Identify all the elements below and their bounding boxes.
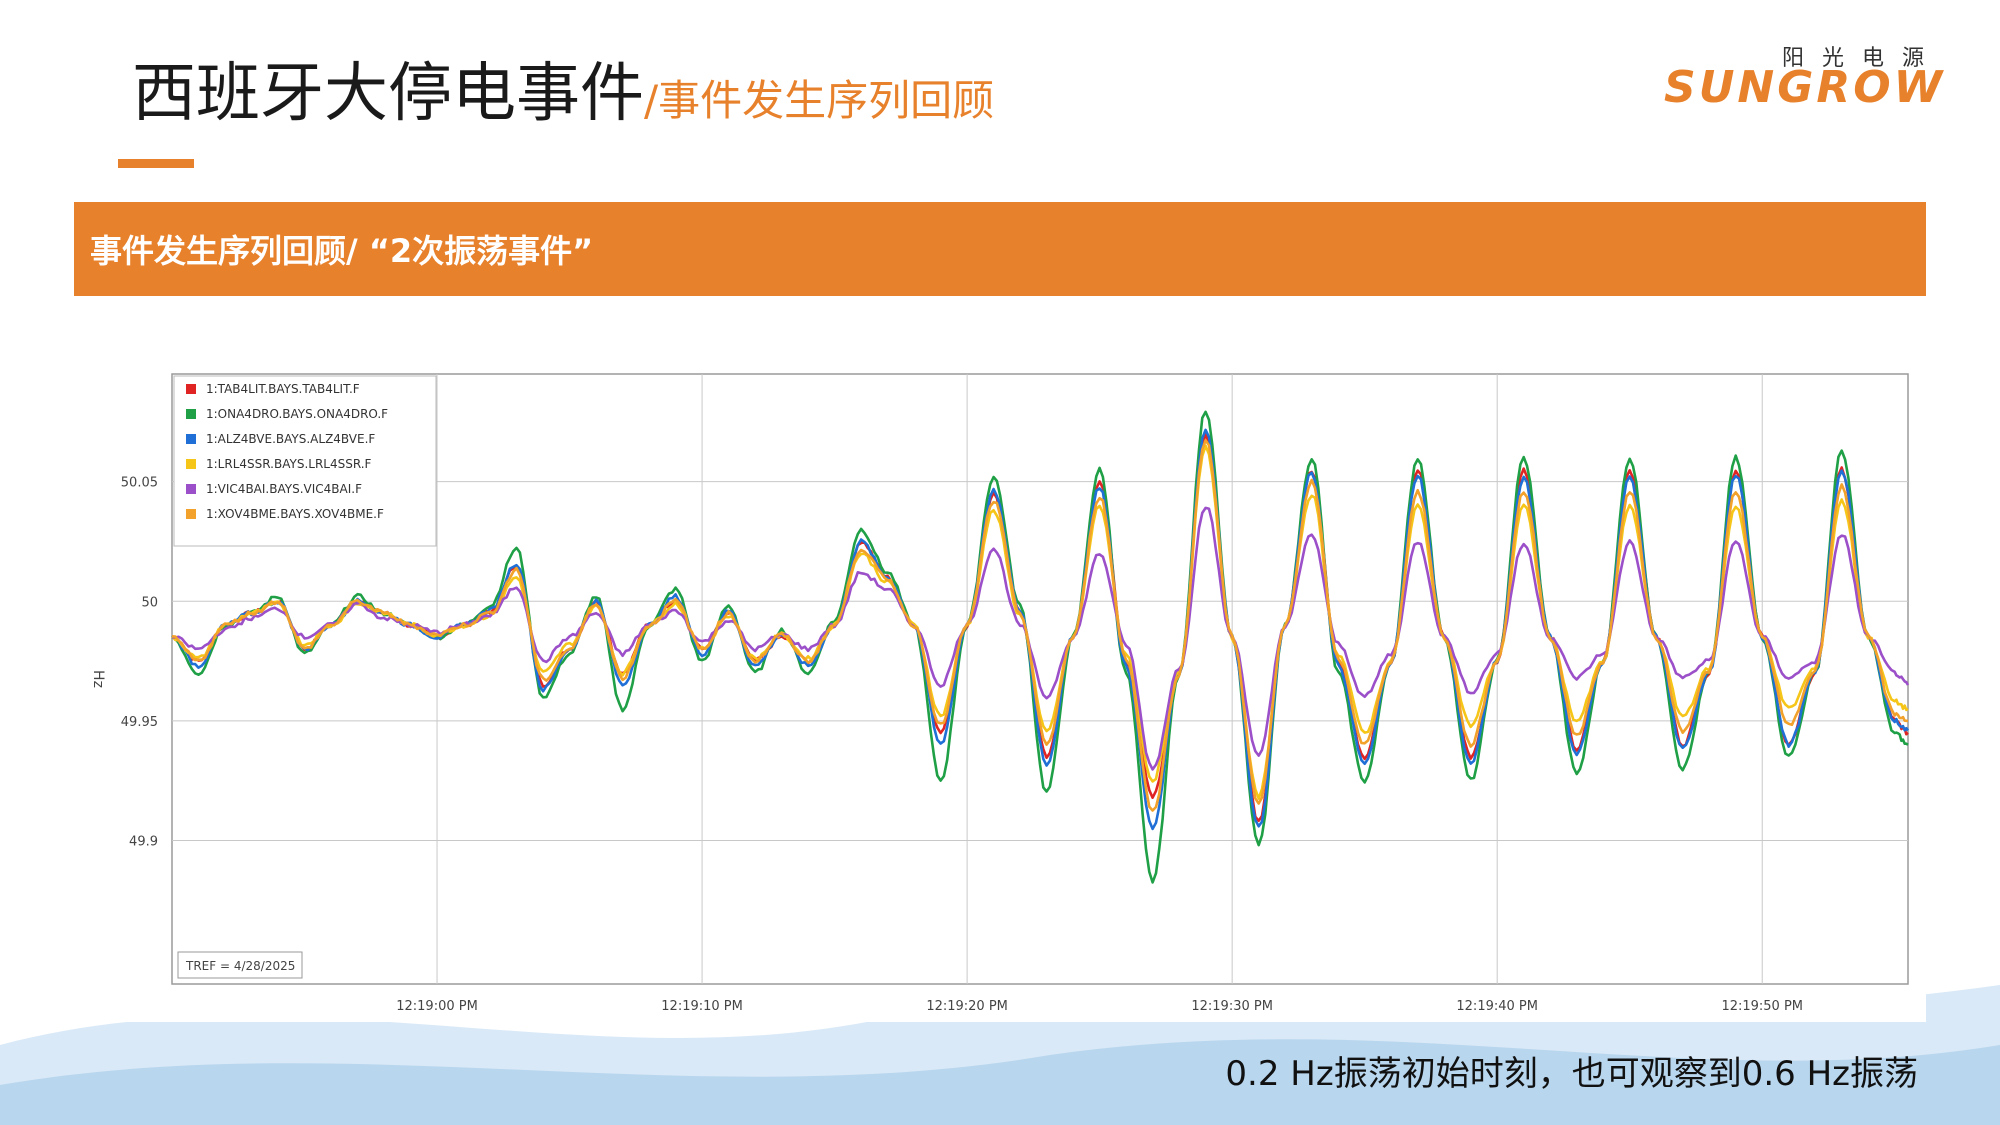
legend-swatch	[186, 509, 196, 519]
x-tick-label: 12:19:40 PM	[1456, 999, 1538, 1014]
legend-label: 1:LRL4SSR.BAYS.LRL4SSR.F	[206, 457, 372, 471]
y-tick-label: 50	[141, 595, 158, 610]
frequency-chart: 49.9 49.95 50 50.05 12:19:00 PM 12:19:10 PM 12…	[90, 373, 1910, 1014]
y-tick-label: 49.9	[129, 834, 158, 849]
legend-label: 1:XOV4BME.BAYS.XOV4BME.F	[206, 507, 384, 521]
legend-label: 1:ALZ4BVE.BAYS.ALZ4BVE.F	[206, 432, 375, 446]
legend-box	[173, 375, 437, 547]
series-line-6	[171, 439, 1909, 812]
page-title: 西班牙大停电事件/事件发生序列回顾	[132, 62, 994, 126]
chart-panel: 49.9 49.95 50 50.05 12:19:00 PM 12:19:10 PM 12…	[74, 358, 1926, 1022]
x-tick-label: 12:19:00 PM	[396, 999, 478, 1014]
x-tick-label: 12:19:50 PM	[1721, 999, 1803, 1014]
y-tick-label: 50.05	[121, 476, 158, 491]
logo-chinese: 阳光电源	[1782, 46, 1943, 71]
tref-box	[177, 951, 303, 979]
tref-label: TREF = 4/28/2025	[185, 959, 295, 973]
page-title-main: 西班牙大停电事件	[132, 57, 644, 131]
legend-label: 1:TAB4LIT.BAYS.TAB4LIT.F	[206, 382, 360, 396]
sungrow-logo: SUNGROW	[1664, 62, 1946, 113]
plot-area	[171, 373, 1909, 985]
legend-label: 1:ONA4DRO.BAYS.ONA4DRO.F	[206, 407, 388, 421]
legend-swatch	[186, 384, 196, 394]
y-tick-label: 49.95	[121, 715, 158, 730]
x-tick-label: 12:19:20 PM	[926, 999, 1008, 1014]
title-accent-bar	[118, 159, 194, 168]
series-line-4	[171, 444, 1909, 800]
y-axis-label: Hz	[90, 670, 106, 688]
section-banner-text: 事件发生序列回顾/ “2次振荡事件”	[90, 232, 594, 270]
legend-swatch	[186, 459, 196, 469]
chart-caption: 0.2 Hz振荡初始时刻，也可观察到0.6 Hz振荡	[1225, 1054, 1918, 1094]
x-tick-label: 12:19:10 PM	[661, 999, 743, 1014]
section-banner: 事件发生序列回顾/ “2次振荡事件”	[74, 202, 1926, 296]
legend-swatch	[186, 484, 196, 494]
legend-swatch	[186, 409, 196, 419]
x-tick-label: 12:19:30 PM	[1191, 999, 1273, 1014]
legend-swatch	[186, 434, 196, 444]
page-title-sub: /事件发生序列回顾	[644, 76, 995, 125]
legend-label: 1:VIC4BAI.BAYS.VIC4BAI.F	[206, 482, 362, 496]
